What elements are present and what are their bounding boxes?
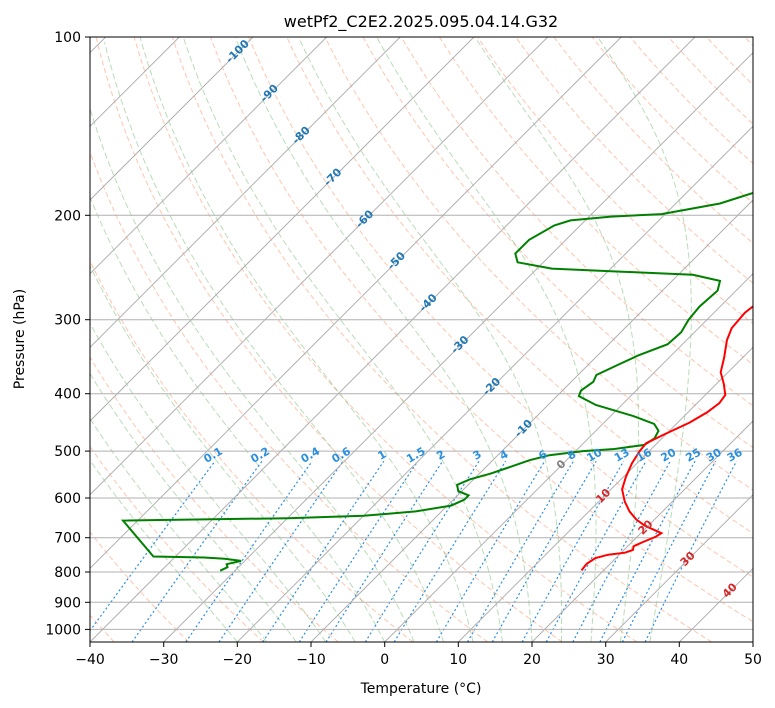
isotherm-20 — [531, 420, 753, 642]
mixing-line-9 — [435, 460, 546, 642]
x-tick-label: −10 — [296, 652, 326, 668]
x-tick-label: 10 — [449, 652, 467, 668]
isotherm--100 — [90, 37, 254, 201]
isotherm--60 — [90, 37, 549, 496]
y-tick-label: 800 — [54, 565, 81, 581]
mixing-line-10 — [466, 460, 574, 642]
moist-adiabat-0 — [90, 459, 238, 642]
x-tick-label: 50 — [744, 652, 762, 668]
mixing-ratio-lines — [90, 460, 738, 642]
mixing-line-14 — [572, 460, 671, 642]
y-tick-label: 600 — [54, 491, 81, 507]
mixing-line-3 — [218, 460, 344, 642]
dry-adiabat-8 — [171, 37, 712, 642]
x-tick-label: 0 — [380, 652, 389, 668]
y-tick-label: 1000 — [45, 622, 81, 638]
dry-adiabat-9 — [210, 37, 753, 623]
moist-adiabat-7 — [104, 41, 445, 642]
isotherm--70 — [90, 37, 475, 422]
dry-adiabat-3 — [90, 356, 339, 642]
moist-adiabat-12 — [376, 37, 597, 642]
isotherm-30 — [605, 493, 753, 642]
mixing-line-15 — [599, 460, 696, 642]
y-tick-label: 300 — [54, 313, 81, 329]
mixing-line-0 — [90, 460, 216, 632]
dry-adiabat-12 — [324, 37, 753, 491]
dry-adiabat-1 — [90, 531, 190, 642]
y-axis: 100 200 300 400 500 600 700 800 900 1000 — [45, 30, 90, 638]
x-tick-label: 20 — [523, 652, 541, 668]
y-tick-label: 500 — [54, 444, 81, 460]
y-tick-label: 400 — [54, 387, 81, 403]
mixing-line-4 — [262, 460, 385, 642]
x-tick-label: 40 — [670, 652, 688, 668]
profiles — [120, 191, 753, 572]
mixing-line-11 — [491, 460, 597, 642]
y-tick-label: 100 — [54, 30, 81, 46]
chart-title: wetPf2_C2E2.2025.095.04.14.G32 — [284, 12, 558, 32]
x-tick-label: −40 — [75, 652, 105, 668]
plot-frame — [89, 36, 754, 643]
moist-adiabat-1 — [90, 417, 268, 642]
isotherm--20 — [236, 125, 753, 642]
isotherm-0 — [384, 272, 753, 642]
dry-adiabat-17 — [515, 37, 753, 284]
mixing-line-1 — [131, 460, 263, 642]
dry-adiabat-6 — [95, 37, 563, 642]
temperature-profile — [580, 305, 753, 572]
isotherms — [90, 37, 753, 642]
mixing-line-2 — [185, 460, 313, 642]
moist-adiabat-4 — [90, 264, 356, 642]
moist-adiabat-5 — [90, 195, 386, 642]
isotherm--40 — [90, 37, 696, 642]
dewpoint-profile — [120, 191, 753, 572]
mixing-line-16 — [621, 460, 717, 642]
x-axis-label: Temperature (°C) — [360, 681, 482, 697]
dry-adiabat-2 — [90, 445, 264, 642]
x-tick-label: 30 — [597, 652, 615, 668]
moist-adiabat-11 — [298, 37, 563, 642]
y-axis-label: Pressure (hPa) — [12, 289, 28, 389]
isotherm--10 — [310, 199, 753, 642]
dry-adiabat-5 — [90, 150, 488, 642]
moist-adiabat-14 — [597, 37, 692, 642]
dry-adiabat-7 — [133, 37, 638, 642]
isotherm--80 — [90, 37, 401, 349]
x-axis: −40 −30 −20 −10 0 10 20 30 40 50 — [75, 642, 762, 668]
dry-adiabat-15 — [438, 37, 753, 366]
y-tick-label: 200 — [54, 208, 81, 224]
moist-adiabat-8 — [139, 37, 474, 642]
isotherm--50 — [90, 37, 622, 570]
y-tick-label: 700 — [54, 531, 81, 547]
x-tick-label: −30 — [149, 652, 179, 668]
mixing-line-6 — [325, 460, 444, 642]
isotherm--90 — [90, 37, 328, 275]
mixing-line-5 — [298, 460, 419, 642]
isotherm-10 — [457, 346, 753, 642]
isotherm--30 — [163, 51, 753, 642]
dry-adiabat-14 — [400, 37, 753, 407]
moist-adiabat-13 — [474, 37, 639, 642]
x-tick-label: −20 — [223, 652, 253, 668]
moist-adiabats — [90, 37, 692, 642]
moist-adiabat-6 — [90, 107, 415, 642]
y-tick-label: 900 — [54, 595, 81, 611]
